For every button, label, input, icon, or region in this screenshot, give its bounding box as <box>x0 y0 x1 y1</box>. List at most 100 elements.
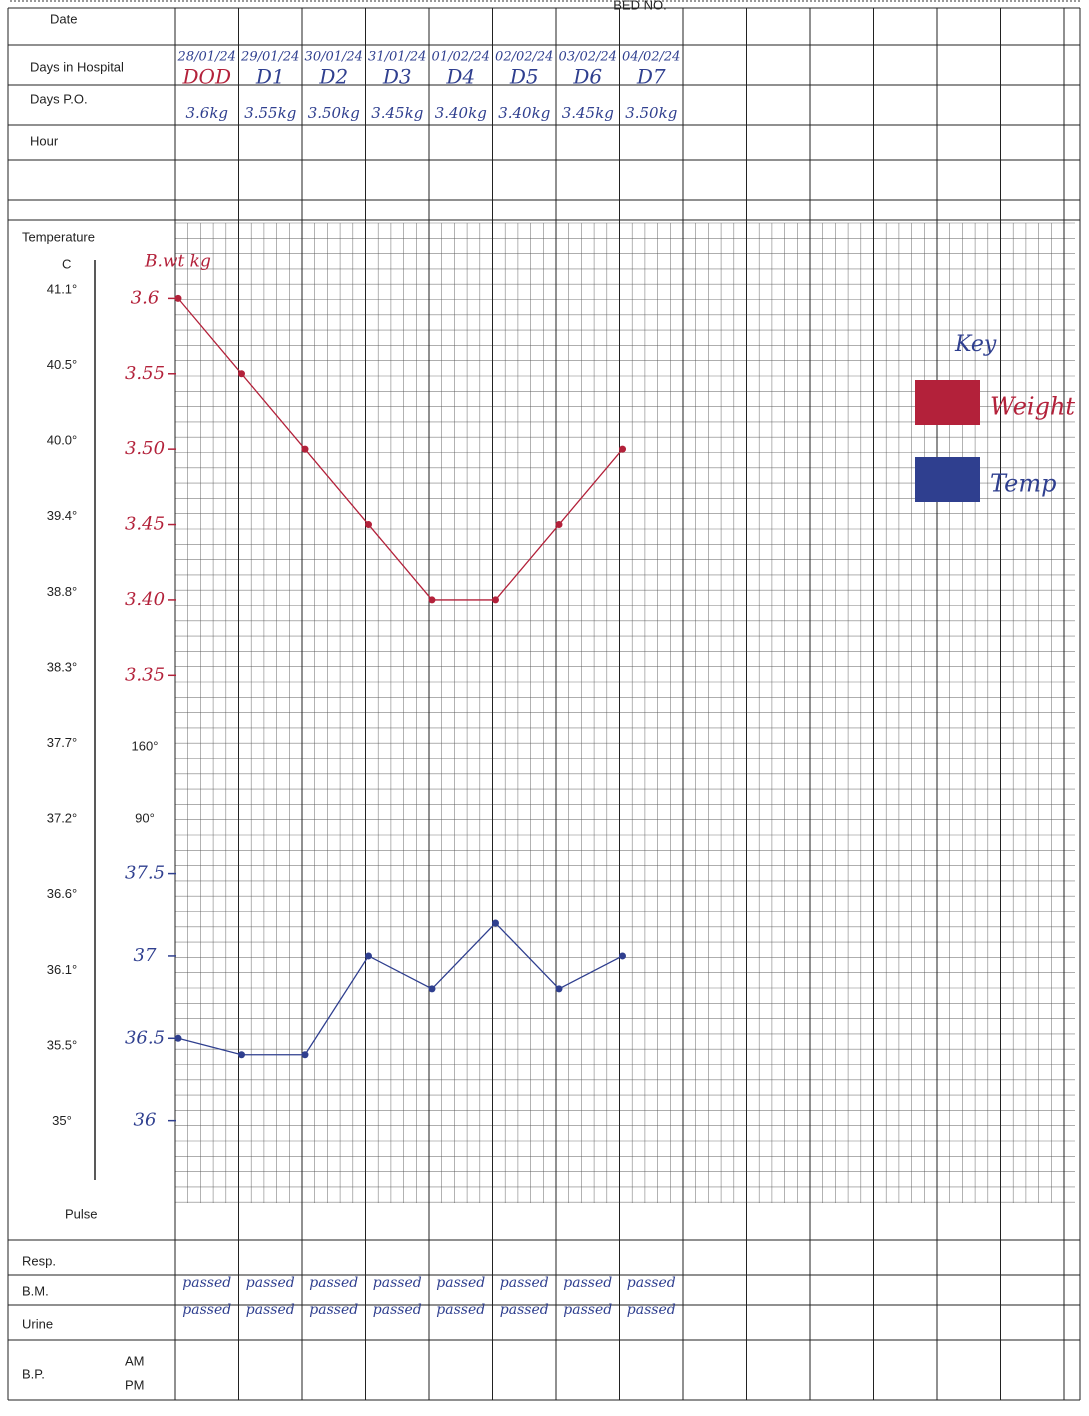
data-point <box>302 446 309 453</box>
day-entry: D4 <box>445 65 475 89</box>
day-entry: D7 <box>636 65 666 89</box>
urine-entry: passed <box>627 1302 676 1318</box>
weight-entry: 3.55kg <box>244 104 296 122</box>
bottom-row-label: B.P. <box>22 1366 45 1381</box>
legend-title: Key <box>954 332 997 357</box>
data-point <box>556 521 563 528</box>
legend-swatch <box>915 457 980 502</box>
date-entry: 01/02/24 <box>432 50 490 65</box>
day-entry: D6 <box>572 65 602 89</box>
temp-scale-label: 35.5° <box>47 1037 78 1052</box>
temp-scale-label: 36.1° <box>47 962 78 977</box>
temp-scale-label: 35° <box>52 1113 72 1128</box>
urine-entry: passed <box>500 1302 549 1318</box>
y-tick-label: 3.55 <box>125 363 165 384</box>
bottom-row-label: Urine <box>22 1316 53 1331</box>
y2-tick-label: 37.5 <box>125 863 165 884</box>
temp-scale-label: 40.5° <box>47 357 78 372</box>
pulse-scale-label: 90° <box>135 810 155 825</box>
data-point <box>238 370 245 377</box>
bottom-row-label: Resp. <box>22 1253 56 1268</box>
date-entry: 02/02/24 <box>495 50 553 65</box>
legend-label: Temp <box>990 470 1056 498</box>
y-tick-label: 3.6 <box>131 287 160 308</box>
bed-no: BED NO. <box>613 0 666 12</box>
data-point <box>619 446 626 453</box>
row-label: Date <box>50 11 77 26</box>
temp-scale-label: 36.6° <box>47 886 78 901</box>
y2-tick-label: 36.5 <box>125 1027 165 1048</box>
data-point <box>365 952 372 959</box>
date-entry: 28/01/24 <box>177 50 236 65</box>
bottom-row-label: Pulse <box>65 1206 98 1221</box>
day-entry: D3 <box>382 65 412 89</box>
bm-entry: passed <box>436 1275 485 1291</box>
data-point <box>492 920 499 927</box>
bottom-row-label: B.M. <box>22 1283 49 1298</box>
bm-entry: passed <box>309 1275 358 1291</box>
weight-entry: 3.50kg <box>308 104 360 122</box>
temp-scale-label: 37.7° <box>47 735 78 750</box>
bm-entry: passed <box>627 1275 676 1291</box>
weight-entry: 3.45kg <box>371 104 423 122</box>
bm-entry: passed <box>246 1275 295 1291</box>
bp-mark: AM <box>125 1353 145 1368</box>
chart-form: BED NO. Date Days in Hospital Days P.O. Hou… <box>0 0 1089 1416</box>
weight-entry: 3.6kg <box>185 104 228 122</box>
y-axis-label: B.wt kg <box>144 252 211 272</box>
weight-entry: 3.40kg <box>435 104 487 122</box>
day-entry: D2 <box>318 65 348 89</box>
data-point <box>492 596 499 603</box>
bm-entry: passed <box>182 1275 231 1291</box>
bm-entry: passed <box>373 1275 422 1291</box>
row-label: Days P.O. <box>30 91 88 106</box>
data-point <box>175 1035 182 1042</box>
data-point <box>619 952 626 959</box>
weight-entry: 3.50kg <box>625 104 677 122</box>
temperature-label: Temperature <box>22 229 95 244</box>
urine-entry: passed <box>373 1302 422 1318</box>
weight-entry: 3.45kg <box>562 104 614 122</box>
urine-entry: passed <box>309 1302 358 1318</box>
pulse-scale-label: 160° <box>132 738 159 753</box>
bm-entry: passed <box>500 1275 549 1291</box>
data-point <box>429 985 436 992</box>
date-entry: 04/02/24 <box>622 50 680 65</box>
date-entry: 30/01/24 <box>305 50 363 65</box>
legend-label: Weight <box>990 393 1075 421</box>
date-entry: 29/01/24 <box>240 50 299 65</box>
row-label: Days in Hospital <box>30 59 124 74</box>
day-entry: D5 <box>509 65 539 89</box>
temp-scale-label: 40.0° <box>47 433 78 448</box>
temp-scale-label: 41.1° <box>47 281 78 296</box>
day-entry: D1 <box>255 65 285 89</box>
temp-scale-label: 39.4° <box>47 508 78 523</box>
bm-entry: passed <box>563 1275 612 1291</box>
page: { "form": { "bed_no": "BED NO.", "row_la… <box>0 0 1089 1416</box>
day-entry: DOD <box>182 65 231 89</box>
y-tick-label: 3.50 <box>125 438 165 459</box>
data-point <box>302 1051 309 1058</box>
urine-entry: passed <box>246 1302 295 1318</box>
row-label: Hour <box>30 133 59 148</box>
y-tick-label: 3.45 <box>125 514 165 535</box>
unit-label: C <box>62 256 71 271</box>
urine-entry: passed <box>182 1302 231 1318</box>
legend-swatch <box>915 380 980 425</box>
temp-scale-label: 38.3° <box>47 659 78 674</box>
temp-scale-label: 37.2° <box>47 811 78 826</box>
bp-mark: PM <box>125 1377 145 1392</box>
y-tick-label: 3.35 <box>125 664 165 685</box>
y2-tick-label: 36 <box>134 1110 157 1131</box>
data-point <box>175 295 182 302</box>
urine-entry: passed <box>563 1302 612 1318</box>
date-entry: 03/02/24 <box>559 50 617 65</box>
data-point <box>429 596 436 603</box>
urine-entry: passed <box>436 1302 485 1318</box>
y2-tick-label: 37 <box>134 945 157 966</box>
paper <box>0 0 1089 1416</box>
weight-entry: 3.40kg <box>498 104 550 122</box>
data-point <box>365 521 372 528</box>
date-entry: 31/01/24 <box>368 50 426 65</box>
temp-scale-label: 38.8° <box>47 584 78 599</box>
